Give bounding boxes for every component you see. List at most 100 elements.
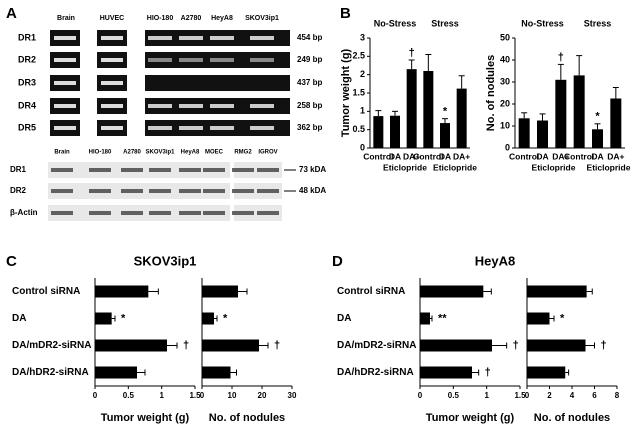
category-label: Control siRNA (12, 286, 80, 297)
y-tick-label: 50 (500, 32, 510, 42)
blot-band (149, 211, 171, 215)
y-tick-label: 40 (500, 54, 510, 64)
category-label: DA (12, 313, 26, 324)
x-tick-label: Control (413, 151, 443, 161)
x-tick-label: 1.5 (189, 391, 201, 400)
x-tick-label: 1.5 (514, 391, 526, 400)
x-tick-label: 0 (418, 391, 423, 400)
blot-band (257, 168, 279, 172)
bar (527, 312, 550, 325)
gel-band (179, 104, 203, 108)
x-tick-label: 10 (228, 391, 237, 400)
size-label: 437 bp (297, 78, 322, 87)
blot-band (149, 189, 171, 193)
blot-band (121, 168, 143, 172)
bar (592, 129, 603, 148)
blot-band (121, 189, 143, 193)
bar (527, 366, 566, 379)
bar (456, 88, 467, 148)
x-tick-label: DA+ (607, 151, 624, 161)
x-axis-label: No. of nodules (209, 412, 285, 424)
group-label: Stress (431, 18, 459, 28)
significance-marker: † (409, 47, 415, 59)
bar (527, 285, 587, 298)
gel-band (250, 104, 274, 108)
gel-band (101, 126, 123, 130)
size-label: 48 kDA (299, 186, 326, 195)
group-label: Stress (584, 18, 612, 28)
gel-band (54, 58, 76, 62)
row-label: DR4 (18, 100, 36, 110)
x-sublabel: Eticlopride (587, 162, 631, 172)
bar (610, 98, 622, 148)
lane-label: HeyA8 (181, 150, 200, 156)
significance-marker: † (513, 339, 519, 351)
significance-marker: * (443, 106, 448, 118)
bar (406, 69, 417, 148)
size-label: 249 bp (297, 55, 322, 64)
x-tick-label: 0 (93, 391, 98, 400)
panel-label: C (6, 253, 17, 270)
gel-band (210, 36, 234, 40)
x-tick-label: Control (564, 151, 594, 161)
blot-band (232, 189, 254, 193)
gel-band (101, 104, 123, 108)
gel-band (148, 126, 172, 130)
bar (420, 339, 492, 352)
row-label: DR1 (18, 32, 36, 42)
blot-band (89, 211, 111, 215)
size-label: 73 kDA (299, 165, 326, 174)
lane-label: Brain (57, 15, 75, 22)
row-label: DR3 (18, 77, 36, 87)
x-tick-label: 1 (159, 391, 164, 400)
x-sublabel: Eticlopride (383, 162, 427, 172)
x-tick-label: DA (536, 151, 548, 161)
x-tick-label: 1 (484, 391, 489, 400)
x-tick-label: Control (509, 151, 539, 161)
lane-label: Brain (54, 150, 70, 156)
category-label: Control siRNA (337, 286, 405, 297)
x-axis-label: No. of nodules (534, 412, 610, 424)
y-tick-label: 0 (505, 142, 510, 152)
size-label: 362 bp (297, 123, 322, 132)
x-tick-label: 6 (592, 391, 597, 400)
category-label: DA/hDR2-siRNA (337, 367, 414, 378)
size-label: 258 bp (297, 101, 322, 110)
blot-band (203, 168, 225, 172)
x-tick-label: DA+ (552, 151, 569, 161)
bar (373, 116, 384, 148)
lane-label: HIO-180 (89, 150, 112, 156)
gel-band (101, 81, 123, 85)
y-tick-label: 20 (500, 98, 510, 108)
blot-band (203, 189, 225, 193)
gel-band (54, 36, 76, 40)
bar (518, 118, 530, 148)
category-label: DA/mDR2-siRNA (12, 340, 91, 351)
x-tick-label: 2 (547, 391, 552, 400)
lane-label: HeyA8 (211, 15, 233, 22)
x-tick-label: DA+ (453, 151, 470, 161)
category-label: DA/hDR2-siRNA (12, 367, 89, 378)
blot-band (257, 189, 279, 193)
gel-band (210, 104, 234, 108)
significance-marker: † (485, 366, 491, 378)
blot-band (257, 211, 279, 215)
group-label: No-Stress (521, 18, 564, 28)
y-tick-label: 3 (360, 32, 365, 42)
y-tick-label: 2 (360, 69, 365, 79)
blot-band (232, 211, 254, 215)
bar (440, 123, 450, 148)
x-axis-label: Tumor weight (g) (426, 412, 515, 424)
x-sublabel: Eticlopride (433, 162, 477, 172)
y-tick-label: 0 (360, 142, 365, 152)
gel-band (179, 126, 203, 130)
blot-band (232, 168, 254, 172)
gel-band (148, 104, 172, 108)
gel-band (179, 36, 203, 40)
panel-label: D (332, 253, 343, 270)
y-axis-label: Tumor weight (g) (340, 48, 352, 137)
y-tick-label: 10 (500, 120, 510, 130)
significance-marker: † (274, 339, 280, 351)
bar (555, 79, 567, 148)
